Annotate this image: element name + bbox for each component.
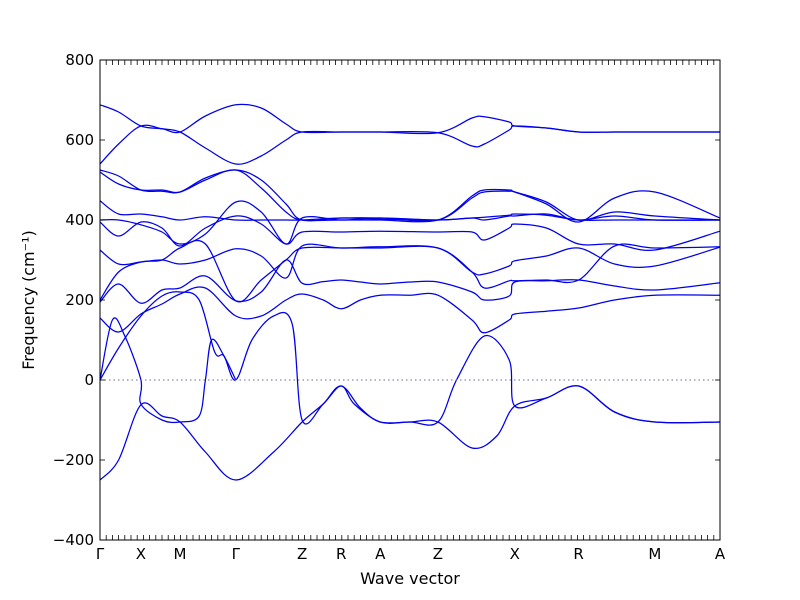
- y-tick-label: 200: [65, 291, 94, 309]
- y-axis-label: Frequency (cm⁻¹): [19, 230, 38, 369]
- band-line-1: [99, 385, 721, 481]
- y-tick-label: −200: [53, 451, 94, 469]
- y-tick-label: 600: [65, 131, 94, 149]
- band-line-13: [99, 124, 720, 165]
- band-line-3: [99, 317, 237, 424]
- band-line-4: [99, 286, 721, 334]
- y-tick-label: 400: [65, 211, 94, 229]
- y-tick-label: 0: [84, 371, 94, 389]
- band-line-11: [99, 169, 721, 223]
- x-axis-label: Wave vector: [360, 569, 460, 588]
- x-tick-label: M: [648, 545, 661, 563]
- x-tick-label: Γ: [232, 545, 241, 563]
- x-tick-label: X: [136, 545, 146, 563]
- band-line-12: [99, 169, 721, 222]
- x-tick-label: A: [715, 545, 726, 563]
- x-tick-label: R: [336, 545, 346, 563]
- y-axis-ticks: −400 −200 0 200 400 600 800: [53, 51, 720, 549]
- x-tick-label: A: [375, 545, 386, 563]
- band-line-14: [99, 103, 720, 135]
- x-tick-label: Z: [297, 545, 307, 563]
- band-line-7: [99, 243, 721, 289]
- minor-ticks: [99, 60, 721, 540]
- band-line-5: [99, 259, 721, 304]
- plot-frame: [99, 59, 721, 541]
- x-tick-label: M: [174, 545, 187, 563]
- y-tick-label: −400: [53, 531, 94, 549]
- band-lines: [99, 103, 721, 481]
- band-line-2: [99, 291, 721, 426]
- y-tick-label: 800: [65, 51, 94, 69]
- x-tick-label: Z: [433, 545, 443, 563]
- band-line-6: [99, 239, 721, 303]
- x-tick-label: Γ: [96, 545, 105, 563]
- x-tick-label: X: [510, 545, 520, 563]
- x-tick-label: R: [573, 545, 583, 563]
